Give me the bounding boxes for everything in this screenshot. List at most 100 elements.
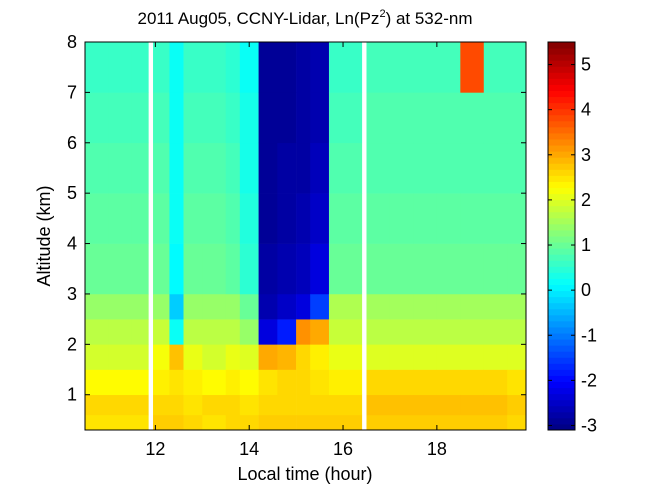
cell [239,414,259,431]
colorbar-step [548,223,575,231]
colorbar-step [548,381,575,389]
cell [277,394,297,416]
chart-title: 2011 Aug05, CCNY-Lidar, Ln(Pz2) at 532-n… [138,8,473,28]
cell [436,319,461,345]
cell [85,369,109,396]
cell [507,344,527,370]
x-tick-label: 14 [239,439,259,459]
cell [131,193,149,244]
colorbar-step [548,72,575,79]
colorbar-tick-label: 2 [581,190,591,210]
cell [460,319,485,345]
cell [108,193,133,244]
cell [202,92,227,144]
cell [225,42,241,93]
x-tick-label: 16 [333,439,353,459]
colorbar-step [548,326,575,334]
cell [389,193,414,244]
cell [131,243,149,295]
cell [328,142,363,194]
cell [153,92,170,144]
cell [328,344,363,370]
cell [183,193,203,244]
cell [296,243,311,295]
colorbar-step [548,90,575,98]
colorbar-step [548,399,575,407]
colorbar-step [548,217,575,225]
cell [483,42,508,93]
cell [258,369,278,396]
colorbar-step [548,339,575,346]
x-tick-label: 12 [145,439,165,459]
cell [108,92,133,144]
y-tick-label: 1 [67,385,77,405]
y-tick-label: 8 [67,32,77,52]
cell [258,394,278,416]
colorbar-step [548,54,575,61]
cell [108,293,133,320]
colorbar-step [548,314,575,322]
cell [413,42,438,93]
cell [202,369,227,396]
cell [296,293,311,320]
cell [296,142,311,194]
cell [153,369,170,396]
colorbar-step [548,423,575,431]
y-tick-label: 7 [67,82,77,102]
cell [183,394,203,416]
cell [366,293,391,320]
cell [366,369,391,396]
cell [85,319,109,345]
colorbar-tick-label: -3 [581,415,597,435]
cell [436,193,461,244]
colorbar-step [548,254,575,261]
cell [183,92,203,144]
cell [460,344,485,370]
colorbar-tick-label: 5 [581,55,591,75]
cell [310,243,330,295]
cell [239,394,259,416]
cell [436,243,461,295]
y-tick-label: 3 [67,284,77,304]
cell [483,142,508,194]
cell [202,142,227,194]
cell [258,92,278,144]
cell [460,92,485,144]
cell [277,414,297,431]
cell [258,142,278,194]
cell [277,142,297,194]
colorbar-step [548,157,575,164]
y-tick-label: 4 [67,234,77,254]
colorbar-step [548,163,575,170]
colorbar-step [548,375,575,382]
cell [169,92,184,144]
cell [366,243,391,295]
cell [328,369,363,396]
x-axis-label: Local time (hour) [237,464,372,484]
colorbar: -3 -2 -1 0 1 2 3 4 5 [547,41,597,435]
colorbar-tick-label: 3 [581,145,591,165]
colorbar-step [548,199,575,207]
colorbar-step [548,145,575,152]
cell [366,394,391,416]
cell [239,319,259,345]
colorbar-step [548,175,575,182]
cell [85,92,109,144]
cell [183,293,203,320]
cell [460,243,485,295]
cell [310,92,330,144]
cell [389,243,414,295]
cell [436,394,461,416]
cell [277,293,297,320]
colorbar-step [548,120,575,128]
cell [239,369,259,396]
cell [483,414,508,431]
y-tick-label: 6 [67,133,77,153]
colorbar-step [548,102,575,110]
cell [153,319,170,345]
cell [460,142,485,194]
cell [310,319,330,345]
cell [413,293,438,320]
cell [131,369,149,396]
